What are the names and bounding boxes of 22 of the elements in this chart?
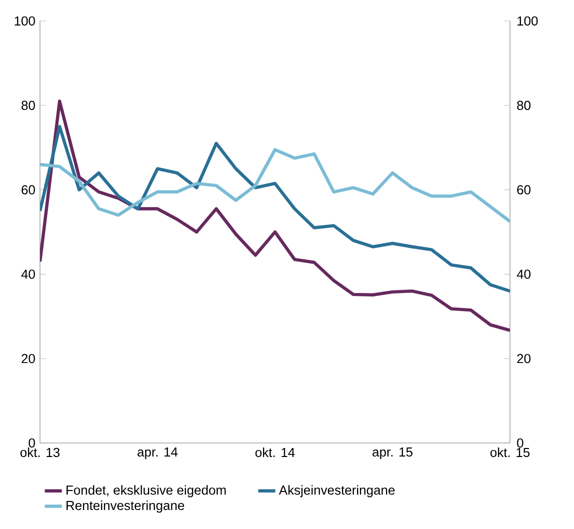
y2-tick-label: 20: [22, 354, 35, 364]
x-tick-label: okt. 15: [490, 448, 530, 458]
y-tick-label: 20: [517, 354, 530, 364]
x-tick-label: okt. 14: [255, 448, 295, 458]
y-tick-label: 100: [518, 16, 538, 26]
y2-tick-label: 100: [14, 16, 35, 26]
y2-tick-label: 0: [28, 438, 35, 448]
y-tick-label: 60: [517, 185, 530, 194]
y2-tick-label: 80: [22, 100, 35, 110]
legend-label: Renteinvesteringane: [66, 500, 184, 513]
y-tick-label: 40: [516, 270, 530, 279]
legend-label: Aksjeinvesteringane: [278, 485, 395, 498]
y-tick-label: 0: [517, 438, 524, 448]
x-tick-label: okt. 13: [20, 448, 60, 458]
x-tick-label: apr. 14: [138, 448, 178, 460]
line-series: [40, 100, 510, 332]
y-tick-label: 80: [517, 100, 530, 110]
y2-tick-label: 60: [22, 185, 35, 194]
x-tick-label: apr. 15: [372, 448, 412, 460]
line-series: [40, 124, 510, 293]
legend-label: Fondet, eksklusive eigedom: [66, 485, 226, 498]
y2-tick-label: 40: [21, 270, 35, 279]
